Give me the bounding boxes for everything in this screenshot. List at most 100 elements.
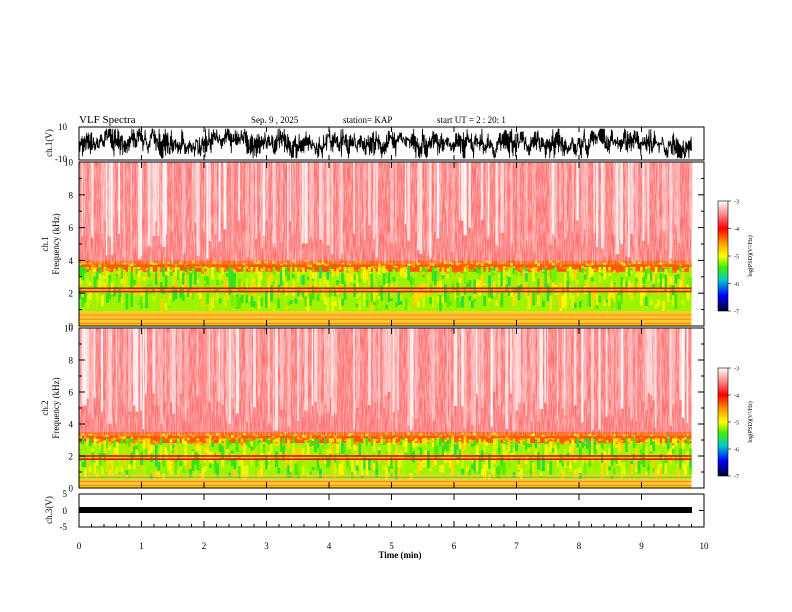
spectrogram-patch [324,297,327,305]
spectrogram-patch [154,444,158,455]
spectrogram-patch [238,279,241,293]
spectrogram-patch [98,304,102,312]
spectrogram-patch [98,266,102,279]
spectrogram-patch [355,444,359,461]
spectrogram-patch [424,266,428,270]
xaxis-tick-label: 2 [202,541,207,551]
spectrogram-patch [684,464,687,475]
spectrogram-patch [358,291,362,297]
spectrogram-patch [355,465,359,471]
spectrogram-patch [243,442,246,458]
spectrogram-patch [306,264,310,268]
spectrogram-patch [86,277,90,284]
spectrogram-patch [475,457,479,472]
spectrogram-patch [211,297,215,305]
spectrogram-patch [382,439,386,442]
spectrogram-patch [382,266,386,276]
spectrogram-patch [618,291,621,296]
spectrogram-patch [79,460,82,476]
spectrogram-patch [679,448,682,459]
spectrogram-patch [608,442,611,444]
spectrogram-patch [515,441,518,450]
spectrogram-patch [632,266,636,273]
spectrogram-patch [255,458,259,467]
spectrogram-patch [279,271,283,286]
spectrogram-patch [108,469,112,476]
spectrogram-patch [591,268,594,275]
spectrogram-patch [172,437,175,441]
spectrogram-patch [539,270,543,274]
spectrogram-patch [365,271,369,274]
spectrogram-patch [145,267,148,271]
spectrogram-patch [336,438,339,453]
spectrogram-patch [603,266,607,280]
spectrogram-patch [267,297,271,309]
ch2-spec-ylabel-channel: ch.2 [40,400,50,415]
spectrogram-patch [152,296,156,301]
spectrogram-patch [642,440,646,443]
spectrogram-patch [669,441,673,444]
spectrogram-patch [177,266,180,281]
spectrogram-patch [314,458,317,466]
spectrogram-patch [441,440,445,457]
spectrogram-patch [105,267,109,271]
spectrogram-patch [493,467,496,478]
spectrogram-patch [201,271,205,275]
spectrogram-patch [304,440,308,445]
spectrogram-patch [556,456,560,467]
spectrogram-patch [684,456,687,465]
spectrogram-patch [265,444,268,456]
spectrogram-patch [512,266,516,269]
spectrogram-patch [287,272,290,279]
spectrogram-patch [451,460,455,476]
spectrogram-patch [289,462,293,473]
spectrogram-patch [488,457,491,464]
spec-ytick-label: 4 [69,420,74,430]
spectrogram-patch [529,293,533,304]
spectrogram-patch [473,293,477,299]
spectrogram-patch [505,436,509,440]
colorbar-scale [717,367,729,477]
spec-ytick-label: 10 [64,324,74,334]
spectrogram-patch [654,438,658,445]
spectrogram-patch [93,265,97,268]
spectrogram-patch [301,275,305,285]
spectrogram-patch [257,295,261,303]
spectrogram-patch [451,446,455,454]
spectrogram-patch [458,278,462,284]
spectrogram-patch [120,438,124,444]
spectrogram-patch [591,277,594,282]
ch2-colorbar: -3 -4 -5 -6 -7 log(PSD)(V²/Hz) [717,367,754,481]
spectrogram-patch [544,265,548,269]
spectrogram-patch [137,266,141,278]
spectrogram-patch [642,285,646,289]
spectrogram-patch [649,462,653,478]
spectrogram-patch [578,447,582,460]
spectrogram-patch [333,461,337,474]
spectrogram-patch [424,266,428,273]
spectrogram-patch [392,438,396,445]
spectrogram-patch [493,270,496,274]
spectrogram-patch [652,263,656,268]
spectrogram-patch [91,452,94,462]
spectrogram-patch [671,443,675,446]
spectrogram-patch [375,266,379,269]
spectrogram-patch [177,438,180,445]
spectrogram-patch [309,264,313,268]
spectrogram-patch [223,278,227,288]
spectrogram-patch [275,280,278,293]
spectrogram-patch [490,266,494,268]
spectrogram-patch [571,438,575,441]
spectrogram-patch [654,277,658,289]
spectrogram-patch [255,447,259,452]
spectrogram-patch [664,274,668,291]
spectrogram-patch [652,273,656,285]
spectrogram-patch [637,283,641,291]
spectrogram-patch [522,276,526,289]
spectrogram-patch [301,267,305,274]
spectrogram-patch [431,263,435,266]
spectrogram-patch [689,266,692,276]
spectrogram-patch [426,265,430,270]
spectrogram-patch [115,276,119,288]
spectrogram-patch [640,271,643,288]
